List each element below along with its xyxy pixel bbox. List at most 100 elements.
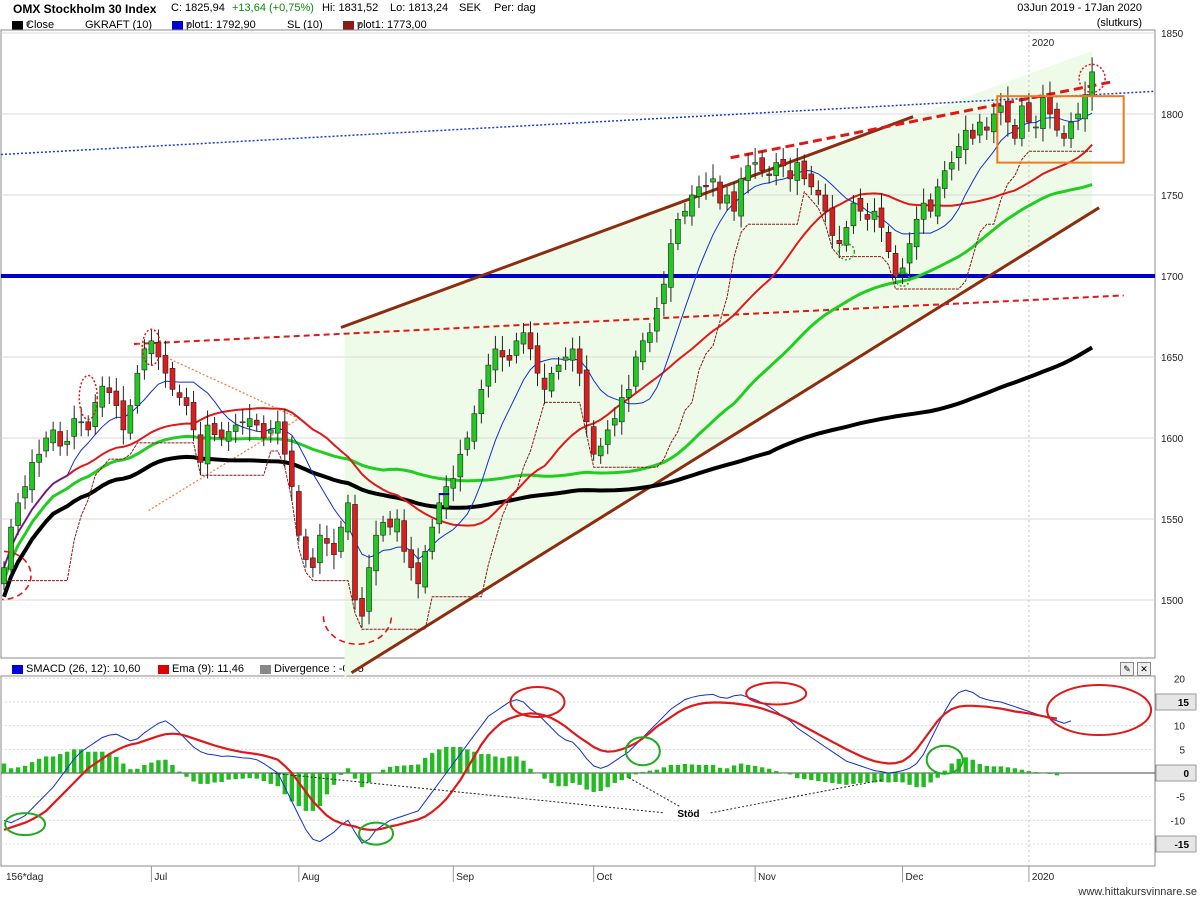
divergence-bar <box>387 766 393 773</box>
candle-body <box>366 567 372 612</box>
candle-body <box>1082 94 1088 120</box>
divergence-bar <box>226 773 231 780</box>
candle-body <box>303 536 309 560</box>
divergence-bar <box>802 773 807 780</box>
divergence-bar <box>1026 771 1032 773</box>
divergence-bar <box>128 769 133 773</box>
divergence-bar <box>212 773 217 783</box>
candle-body <box>176 392 183 398</box>
divergence-bar <box>430 753 435 773</box>
candle-body <box>1040 97 1046 129</box>
divergence-bar <box>275 773 280 787</box>
top-marker-jan <box>1078 63 1106 94</box>
candle-body <box>717 181 723 204</box>
divergence-bar <box>465 749 470 773</box>
candle-body <box>696 186 702 197</box>
candle-body <box>590 426 597 455</box>
ema-line <box>3 701 1058 831</box>
trend-channel-fill <box>344 50 1093 678</box>
divergence-bar <box>121 763 126 773</box>
candle-body <box>934 186 941 217</box>
legend-plot1-blue[interactable]: plot1: 1792,90 ▾ <box>172 19 256 31</box>
divergence-bar <box>886 773 891 783</box>
candle-body <box>1047 95 1053 115</box>
ma-blue-line <box>3 112 1093 568</box>
divergence-bar <box>500 757 505 773</box>
candle-body <box>43 437 49 452</box>
divergence-bar <box>823 773 828 782</box>
legend-ema[interactable]: Ema (9): 11,46 <box>158 663 244 675</box>
candle-body <box>281 421 288 455</box>
divergence-bar <box>408 764 414 773</box>
divergence-bar <box>633 773 638 775</box>
bottom-marker-dec <box>894 271 911 287</box>
candle-body <box>1019 105 1025 139</box>
legend-plot1-red[interactable]: plot1: 1773,00 ▾ <box>343 19 427 31</box>
divergence-bar <box>668 764 674 773</box>
legend-smacd[interactable]: SMACD (26, 12): 10,60 <box>12 663 140 675</box>
candle-body <box>955 146 962 159</box>
range-note: (slutkurs) <box>1096 17 1142 29</box>
candle-body <box>450 478 457 489</box>
divergence-bar <box>444 746 449 773</box>
candle-body <box>583 369 590 423</box>
price-tick-label: 1750 <box>1161 191 1184 202</box>
candle-body <box>253 419 260 426</box>
candle-body <box>661 283 667 304</box>
price-tick-label: 1800 <box>1161 110 1184 121</box>
time-tick-label: Dec <box>906 872 924 883</box>
support-annotation: Stöd <box>677 809 699 820</box>
period-selector[interactable]: Per: dag <box>494 2 536 14</box>
candle-body <box>976 121 983 136</box>
divergence-bar <box>1019 769 1025 773</box>
divergence-bar <box>612 773 617 783</box>
divergence-bar <box>247 773 252 779</box>
divergence-bar <box>486 754 491 773</box>
divergence-bar <box>233 773 238 780</box>
divergence-bar <box>1 763 7 773</box>
candle-body <box>647 332 653 343</box>
divergence-bar <box>50 756 56 773</box>
divergence-bar <box>689 764 695 773</box>
candle-body <box>338 526 344 552</box>
macd-high-circle-2 <box>745 681 808 706</box>
divergence-bar <box>935 773 940 778</box>
divergence-bar <box>970 759 975 773</box>
divergence-bar <box>43 756 49 773</box>
candle-body <box>296 491 302 536</box>
divergence-bar <box>268 773 273 784</box>
candle-body <box>1054 108 1060 131</box>
divergence-bar <box>310 773 316 811</box>
candle-body <box>913 219 920 248</box>
candle-body <box>892 253 899 277</box>
candle-body <box>829 207 836 236</box>
close-value: C: 1825,94 <box>171 2 225 14</box>
divergence-bar <box>107 754 112 773</box>
divergence-bar <box>738 763 744 773</box>
divergence-bar <box>703 764 709 773</box>
candle-body <box>962 129 969 150</box>
candle-body <box>1033 126 1039 129</box>
macd-low-circle-1 <box>4 812 47 837</box>
candle-body <box>373 534 379 572</box>
divergence-bar <box>1040 773 1046 774</box>
divergence-bar <box>647 770 653 773</box>
candle-body <box>218 429 225 439</box>
legend-divergence[interactable]: Divergence : -0,85 <box>260 663 364 675</box>
divergence-bar <box>837 773 842 784</box>
candle-body <box>190 402 197 431</box>
divergence-bar <box>135 768 140 773</box>
divergence-bar <box>858 773 863 783</box>
candle-body <box>492 348 499 371</box>
legend-close[interactable]: Close ▾ <box>12 19 54 31</box>
candle-body <box>120 400 127 431</box>
divergence-bar <box>921 773 926 788</box>
macd-cross-circle-2 <box>925 744 964 775</box>
candle-body <box>113 390 120 406</box>
candle-body <box>197 434 204 463</box>
price-tick-label: 1650 <box>1161 353 1184 364</box>
candle-body <box>211 423 218 436</box>
candle-body <box>71 418 77 437</box>
divergence-bar <box>598 773 603 791</box>
price-tick-label: 1550 <box>1161 515 1184 526</box>
